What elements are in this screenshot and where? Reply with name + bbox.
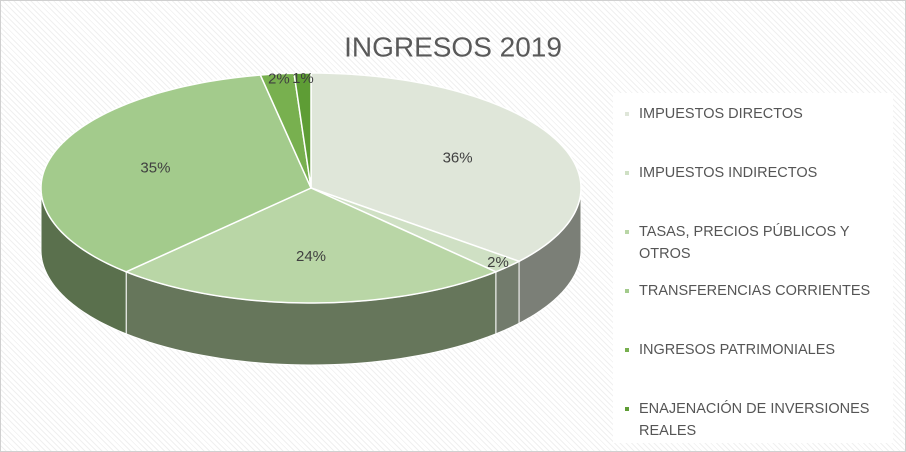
legend-label: IMPUESTOS INDIRECTOS — [639, 165, 818, 181]
data-label: 36% — [443, 150, 473, 167]
legend-item: INGRESOS PATRIMONIALES — [625, 339, 894, 361]
legend-marker — [625, 171, 629, 175]
legend-marker — [625, 289, 629, 293]
slice — [259, 72, 312, 189]
legend-item: IMPUESTOS INDIRECTOS — [625, 162, 894, 184]
slice — [310, 72, 582, 263]
legend: IMPUESTOS DIRECTOS IMPUESTOS INDIRECTOS TA… — [613, 93, 893, 443]
legend-marker — [625, 112, 629, 116]
slice — [310, 187, 521, 273]
slice — [124, 187, 498, 304]
legend-marker — [625, 230, 629, 234]
slice — [293, 72, 312, 189]
legend-label: TRANSFERENCIAS CORRIENTES — [639, 283, 871, 299]
slice-side — [495, 260, 520, 335]
legend-item: ENAJENACIÓN DE INVERSIONES REALES — [625, 398, 894, 442]
data-label: 2% — [268, 71, 290, 88]
legend-item: TASAS, PRECIOS PÚBLICOS Y OTROS — [625, 221, 894, 265]
legend-marker — [625, 407, 629, 411]
slice — [40, 74, 312, 273]
legend-label: INGRESOS PATRIMONIALES — [639, 342, 836, 358]
data-label: 1% — [292, 70, 314, 87]
legend-item: IMPUESTOS DIRECTOS — [625, 103, 894, 125]
data-label: 24% — [296, 248, 326, 265]
legend-label: TASAS, PRECIOS PÚBLICOS Y OTROS — [639, 224, 850, 262]
data-label: 35% — [140, 160, 170, 177]
chart-title: INGRESOS 2019 — [344, 31, 562, 62]
legend-item: TRANSFERENCIAS CORRIENTES — [625, 280, 894, 302]
legend-label: IMPUESTOS DIRECTOS — [639, 106, 803, 122]
data-label: 2% — [487, 254, 509, 271]
legend-label: ENAJENACIÓN DE INVERSIONES REALES — [639, 401, 870, 439]
legend-marker — [625, 348, 629, 352]
